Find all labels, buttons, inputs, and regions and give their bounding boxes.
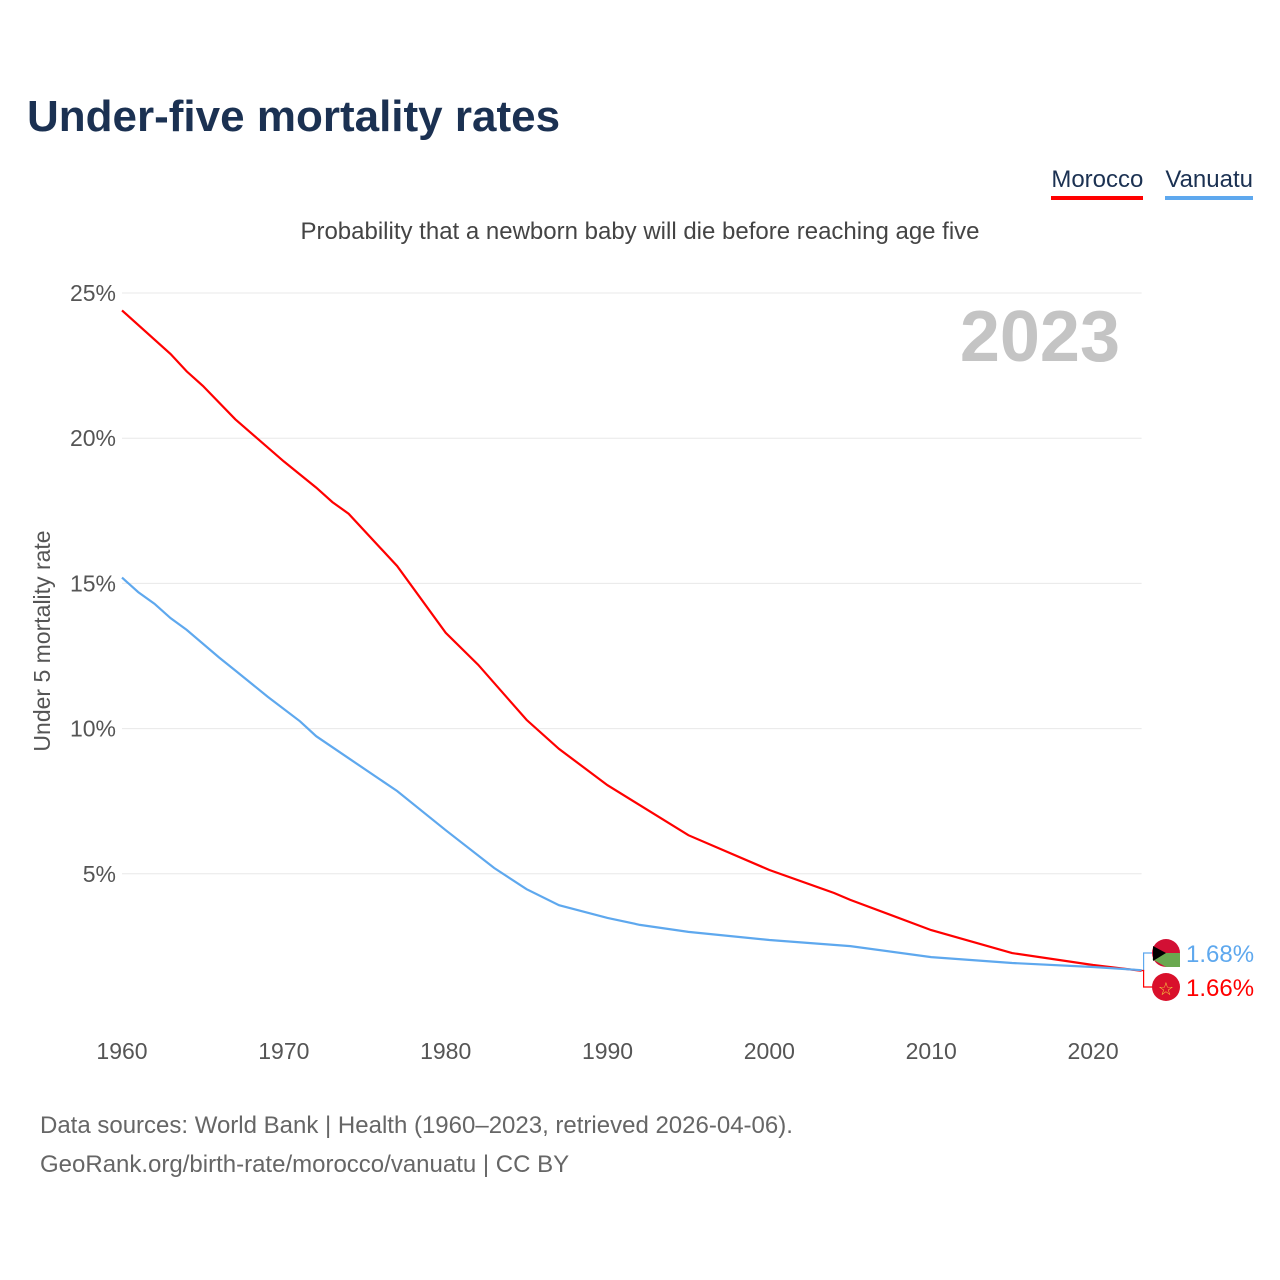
y-tick-label: 20% — [70, 425, 116, 451]
x-tick-label: 1980 — [420, 1038, 471, 1064]
y-tick-label: 15% — [70, 570, 116, 596]
chart-title: Under-five mortality rates — [27, 92, 561, 141]
end-value-label: 1.66% — [1186, 975, 1254, 1002]
y-tick-label: 25% — [70, 280, 116, 306]
chart-subtitle: Probability that a newborn baby will die… — [300, 218, 980, 245]
y-tick-label: 5% — [83, 861, 116, 887]
flag-vanuatu-triangle — [1153, 946, 1166, 961]
legend-morocco[interactable]: Morocco — [1051, 166, 1144, 200]
y-tick-label: 10% — [70, 716, 116, 742]
x-tick-label: 1990 — [582, 1038, 633, 1064]
x-tick-label: 2020 — [1067, 1038, 1118, 1064]
flag-morocco-icon — [1152, 973, 1180, 1001]
x-tick-label: 2000 — [744, 1038, 795, 1064]
legend: Morocco Vanuatu — [1051, 166, 1253, 200]
x-tick-label: 1970 — [258, 1038, 309, 1064]
end-value-label: 1.68% — [1186, 941, 1254, 968]
y-axis-label: Under 5 mortality rate — [29, 530, 55, 751]
star-icon: ☆ — [1158, 979, 1174, 999]
label-connector — [1141, 969, 1156, 988]
year-watermark: 2023 — [960, 297, 1120, 377]
series-line-vanuatu — [121, 576, 1142, 972]
source-note: Data sources: World Bank | Health (1960–… — [40, 1106, 793, 1184]
source-line-1: Data sources: World Bank | Health (1960–… — [40, 1112, 793, 1139]
source-line-2[interactable]: GeoRank.org/birth-rate/morocco/vanuatu |… — [40, 1151, 570, 1178]
x-tick-label: 1960 — [96, 1038, 147, 1064]
legend-vanuatu[interactable]: Vanuatu — [1165, 166, 1253, 200]
series-line-morocco — [121, 309, 1142, 972]
x-tick-label: 2010 — [906, 1038, 957, 1064]
